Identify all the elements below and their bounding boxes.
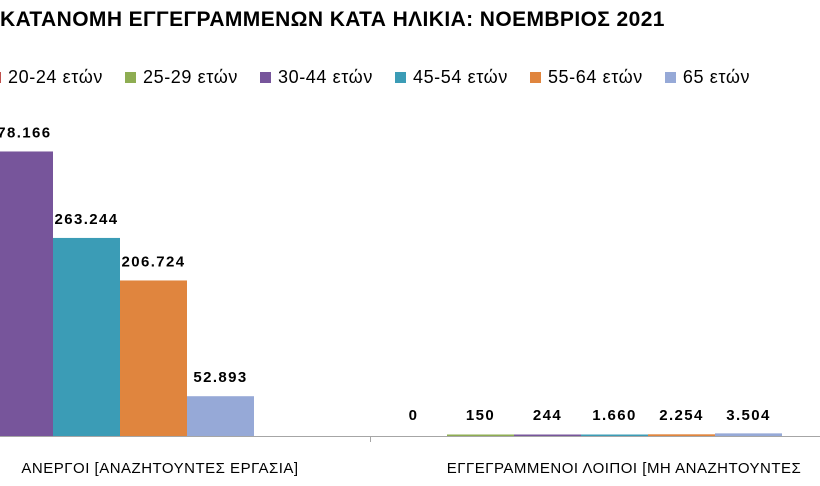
legend-label-6: 65 ετών [682, 66, 751, 87]
chart-title: ΚΑΤΑΝΟΜΗ ΕΓΓΕΓΡΑΜΜΕΝΩΝ ΚΑΤΑ ΗΛΙΚΙΑ: ΝΟΕΜ… [0, 8, 665, 31]
bar-c2-s5 [648, 434, 715, 436]
bar-c2-s2 [447, 434, 514, 436]
bar-c1-s6 [187, 396, 254, 436]
legend-swatch-1 [0, 71, 1, 83]
data-label-c1-s4: 263.244 [54, 211, 118, 228]
bar-c2-s6 [715, 433, 782, 436]
data-label-c2-s3: 244 [533, 407, 562, 424]
data-label-c1-s6: 52.893 [193, 369, 247, 386]
bar-c1-s5 [120, 280, 187, 436]
bar-c1-s4 [53, 237, 120, 436]
legend-label-3: 30-44 ετών [277, 66, 373, 87]
data-label-c1-s3: 378.166 [0, 124, 52, 141]
category-label-1: ΑΝΕΡΓΟΙ [ΑΝΑΖΗΤΟΥΝΤΕΣ ΕΡΓΑΣΙΑ] [21, 460, 298, 477]
legend-item-5: 55-64 ετών [529, 66, 643, 88]
legend-label-1: 20-24 ετών [8, 66, 103, 87]
legend-label-5: 55-64 ετών [547, 66, 643, 87]
legend-item-1: 20-24 ετών [0, 67, 103, 88]
legend-item-6: 65 ετών [664, 66, 751, 88]
legend-item-2: 25-29 ετών [124, 66, 238, 88]
category-label-2: ΕΓΓΕΓΡΑΜΜΕΝΟΙ ΛΟΙΠΟΙ [ΜΗ ΑΝΑΖΗΤΟΥΝΤΕΣ [447, 460, 802, 477]
legend-item-4: 45-54 ετών [394, 66, 508, 88]
legend: 20-24 ετών 25-29 ετών 30-44 ετών 45-54 ετών… [0, 66, 772, 88]
bar-c2-s4 [581, 434, 648, 436]
legend-swatch-2 [124, 71, 136, 83]
legend-swatch-4 [394, 71, 406, 83]
data-label-c1-s5: 206.724 [121, 253, 185, 270]
data-label-c2-s1: 0 [409, 407, 419, 424]
data-label-c2-s6: 3.504 [726, 407, 771, 424]
data-label-c2-s5: 2.254 [659, 407, 704, 424]
bar-c2-s3 [514, 434, 581, 436]
legend-swatch-6 [664, 71, 676, 83]
legend-swatch-5 [529, 71, 541, 83]
legend-label-2: 25-29 ετών [142, 66, 238, 87]
legend-swatch-3 [259, 71, 271, 83]
data-label-c2-s2: 150 [466, 407, 495, 424]
bar-c1-s3 [0, 151, 53, 436]
data-label-c2-s4: 1.660 [592, 407, 637, 424]
legend-item-3: 30-44 ετών [259, 66, 373, 88]
legend-label-4: 45-54 ετών [412, 66, 508, 87]
